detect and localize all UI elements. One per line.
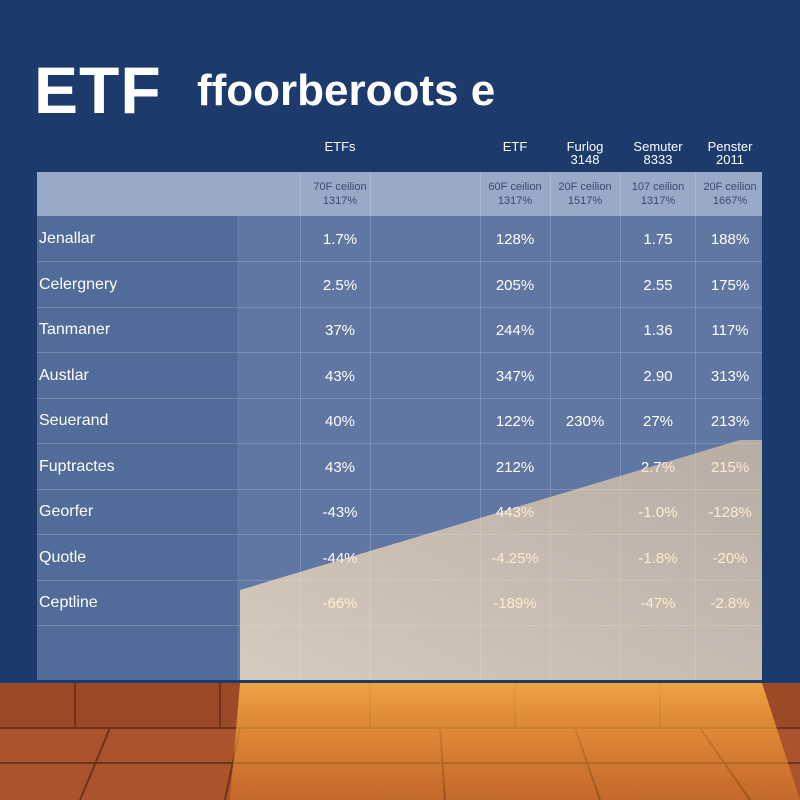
cell: 1.75 [643,231,673,248]
column-separator [550,172,551,680]
cell: 212% [495,458,535,476]
row-separator [37,261,762,262]
column-subheader: 20F ceilion [703,181,757,193]
row-separator [37,443,762,444]
row-separator [37,625,762,626]
cell: 43% [324,458,356,476]
row-separator [37,352,762,353]
cell: 122% [495,413,535,430]
row-separator [37,534,762,535]
column-separator [480,172,481,680]
row-label: Ceptline [39,594,98,611]
subtitle: ffoorberoots e [197,66,496,115]
cell: 2.7% [640,458,676,476]
cell: 175% [710,276,750,294]
cell: -43% [322,504,358,521]
floor [0,683,800,800]
row-label: Quotle [39,548,87,566]
column-header: ETF [502,139,528,154]
cell: -189% [493,595,537,612]
column-subheader: 1317% [497,195,533,207]
cell: 128% [495,231,535,248]
cell: 188% [710,231,750,248]
row-separator [37,397,762,399]
row-label: Seuerand [39,412,109,429]
column-subheader: 1667% [712,195,748,207]
column-subheader: 60F ceilion [488,181,542,193]
cell: 27% [642,413,674,430]
row-separator [37,488,762,490]
cell: -1.8% [638,549,678,567]
row-separator [37,579,762,581]
cell: 2.55 [643,276,673,294]
column-header: 3148 [570,152,600,167]
column-header: Penster [707,139,753,154]
title: ETF [34,53,162,127]
row-label: Georfer [39,503,94,520]
cell: -128% [708,504,752,521]
column-separator [620,172,621,680]
cell: 43% [324,367,356,385]
tiles [0,683,800,800]
cell: 215% [710,458,750,476]
cell: 2.5% [322,276,358,294]
column-header: Semuter [633,139,683,154]
column-separator [300,172,301,680]
cell: 1.7% [322,231,358,248]
row-separator [37,306,762,308]
cell: 244% [495,322,535,339]
cell: 313% [710,367,750,385]
cell: 117% [711,322,749,339]
cell: 230% [565,413,605,430]
column-separator [370,172,371,680]
column-header: Furlog [566,139,604,154]
column-header: 2011 [716,152,744,167]
cell: 443% [495,504,535,521]
row-label: Austlar [39,366,89,384]
cell: -1.0% [638,504,678,521]
column-subheader: 1317% [322,195,358,207]
row-label: Tanmaner [39,321,111,338]
cell: 1.36 [643,322,673,339]
row-label: Jenallar [39,230,96,247]
cell: 2.90 [643,367,673,385]
column-header: 8333 [643,152,673,167]
cell: 347% [495,367,535,385]
cell: 40% [324,413,356,430]
cell: 37% [324,322,356,339]
cell: -66% [322,595,358,612]
column-subheader: 107 ceilion [631,181,685,193]
cell: -20% [712,549,748,567]
column-subheader: 20F ceilion [558,181,612,193]
cell: 213% [710,413,750,430]
row-label: Fuptractes [39,457,115,475]
row-label: Celergnery [39,275,118,293]
cell: -4.25% [491,549,539,567]
column-subheader: 1317% [640,195,676,207]
column-subheader: 1517% [567,195,603,207]
cell: -44% [322,549,358,567]
column-header: ETFs [324,139,356,154]
cell: -47% [640,595,676,612]
subheader-row [37,172,762,216]
label-column [37,216,237,680]
cell: -2.8% [710,595,750,612]
cell: 205% [495,276,535,294]
column-subheader: 70F ceilion [313,181,367,193]
column-separator [695,172,696,680]
